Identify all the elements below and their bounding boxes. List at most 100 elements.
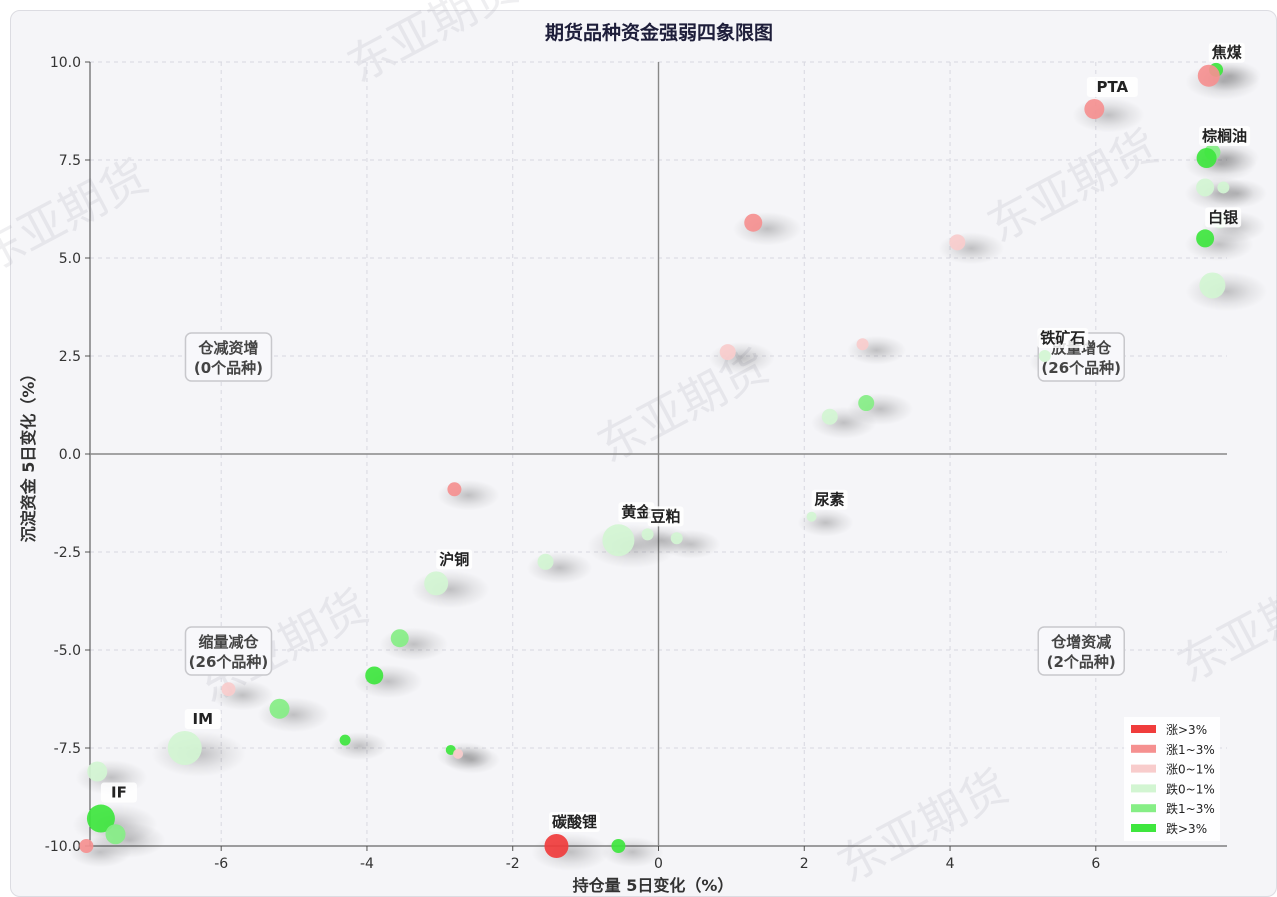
point-shadow (411, 570, 490, 609)
x-tick-label: 6 (1091, 856, 1100, 872)
quadrant-count: (26个品种) (1041, 359, 1121, 377)
x-tick-label: -2 (506, 856, 520, 872)
quadrant-name: 仓增资减 (1050, 633, 1111, 651)
data-point (949, 234, 966, 251)
data-point (744, 213, 763, 232)
chart-title: 期货品种资金强弱四象限图 (545, 21, 773, 44)
point-shadow (846, 335, 907, 365)
x-tick-label: 2 (800, 856, 809, 872)
point-shadow (1072, 97, 1145, 133)
legend-swatch (1131, 824, 1156, 832)
data-point (1038, 350, 1051, 362)
quadrant-label: 仓减资增 (0个品种) (184, 332, 273, 382)
y-tick-label: 7.5 (59, 153, 81, 169)
data-point (806, 511, 817, 522)
data-point (221, 682, 236, 697)
point-label-text: 尿素 (815, 491, 845, 509)
quadrant-name: 仓减资增 (197, 339, 258, 357)
y-tick-label: 0.0 (59, 447, 81, 463)
point-label-bg (1037, 328, 1089, 348)
point-label: 焦煤 (1208, 42, 1245, 63)
point-shadow (330, 732, 388, 761)
legend-label: 跌0~1% (1166, 781, 1215, 796)
legend-swatch (1131, 784, 1156, 793)
data-point (365, 666, 384, 685)
y-tick-label: 2.5 (59, 349, 81, 365)
watermark-text: 东亚期货 (829, 759, 1017, 893)
point-label-text: 碳酸锂 (552, 813, 597, 831)
data-point (105, 824, 126, 845)
data-point (86, 804, 115, 833)
legend-swatch (1131, 804, 1156, 813)
x-axis-label: 持仓量 5日变化（%） (573, 876, 734, 895)
quadrant-label: 放量增仓(26个品种) (1037, 332, 1125, 382)
point-shadow (732, 211, 802, 246)
point-shadow (938, 232, 1005, 265)
point-label-bg (436, 549, 473, 570)
point-shadow (1184, 227, 1254, 262)
point-label-bg (1205, 207, 1242, 228)
data-point (447, 482, 462, 497)
data-point (611, 839, 626, 853)
y-tick-label: 10.0 (50, 55, 81, 71)
point-label: IM (184, 709, 221, 729)
point-label-bg (618, 502, 655, 523)
quadrant-label: 仓增资减 (2个品种) (1037, 626, 1125, 676)
point-shadow (708, 342, 775, 375)
data-point (602, 524, 635, 557)
data-point (821, 408, 838, 425)
point-shadow (1207, 178, 1267, 208)
data-point (79, 839, 94, 853)
data-point (339, 734, 351, 746)
point-shadow (257, 697, 330, 733)
point-label: 豆粕 (647, 506, 684, 527)
data-point (1196, 229, 1215, 248)
legend-label: 涨>3% (1166, 722, 1207, 737)
x-tick-label: 0 (654, 856, 663, 872)
point-label-bg (811, 489, 848, 510)
legend-swatch (1131, 744, 1156, 753)
point-shadow (1185, 271, 1268, 312)
data-point (87, 761, 108, 782)
axes-layer: -6 -4 -2 0 2 4 6-10.0-7.5-5.0-2.50.02.55.07.51… (45, 55, 1227, 872)
point-label-bg (100, 782, 137, 803)
point-label: 碳酸锂 (548, 812, 600, 832)
x-tick-label: 4 (946, 856, 955, 872)
legend-label: 涨0~1% (1166, 762, 1215, 777)
point-label: 白银 (1205, 207, 1242, 228)
point-label: 沪铜 (436, 549, 473, 570)
legend-label: 跌1~3% (1166, 801, 1215, 816)
data-point (167, 731, 202, 765)
point-label-text: PTA (1097, 78, 1129, 96)
point-shadow (526, 551, 593, 584)
legend-swatch (1131, 725, 1156, 733)
point-label-bg (548, 812, 600, 832)
point-shadow (531, 833, 610, 871)
data-point (453, 748, 464, 759)
point-shadow (601, 836, 664, 868)
quadrant-name: 缩量减仓 (198, 633, 259, 651)
point-shadow (810, 406, 877, 439)
data-point (641, 528, 654, 541)
y-tick-label: -7.5 (54, 741, 81, 757)
y-tick-label: -5.0 (54, 643, 81, 659)
data-point (1217, 181, 1230, 194)
point-label: PTA (1086, 77, 1138, 98)
point-label: 铁矿石 (1037, 328, 1089, 348)
quadrant-label-box (1037, 626, 1125, 676)
y-tick-label: 5.0 (59, 251, 81, 267)
legend-swatch (1131, 764, 1156, 773)
point-label-text: 豆粕 (651, 507, 681, 525)
point-label-text: 白银 (1208, 208, 1239, 226)
data-point (1197, 64, 1220, 87)
data-point (856, 338, 869, 351)
quadrant-labels: 仓减资增 (0个品种) 放量增仓(26个品种) 缩量减仓 (26个品种) 仓增资减 (2个品… (184, 332, 1125, 676)
watermark-text: 东亚期货 (1169, 559, 1277, 693)
point-label: 尿素 (811, 489, 848, 510)
data-point (1196, 178, 1215, 197)
quadrant-label-box (184, 332, 273, 382)
quadrant-label: 缩量减仓 (26个品种) (184, 626, 273, 676)
point-shadow (797, 508, 854, 537)
data-point (1199, 272, 1226, 299)
